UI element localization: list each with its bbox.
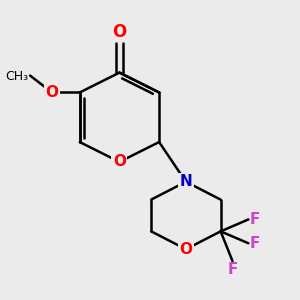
Text: CH₃: CH₃ [5,70,28,83]
Text: F: F [249,212,260,227]
Text: O: O [112,23,127,41]
Text: F: F [227,262,238,277]
Text: O: O [46,85,59,100]
Text: N: N [179,174,192,189]
Text: O: O [179,242,192,257]
Text: F: F [249,236,260,251]
Text: O: O [113,154,126,169]
